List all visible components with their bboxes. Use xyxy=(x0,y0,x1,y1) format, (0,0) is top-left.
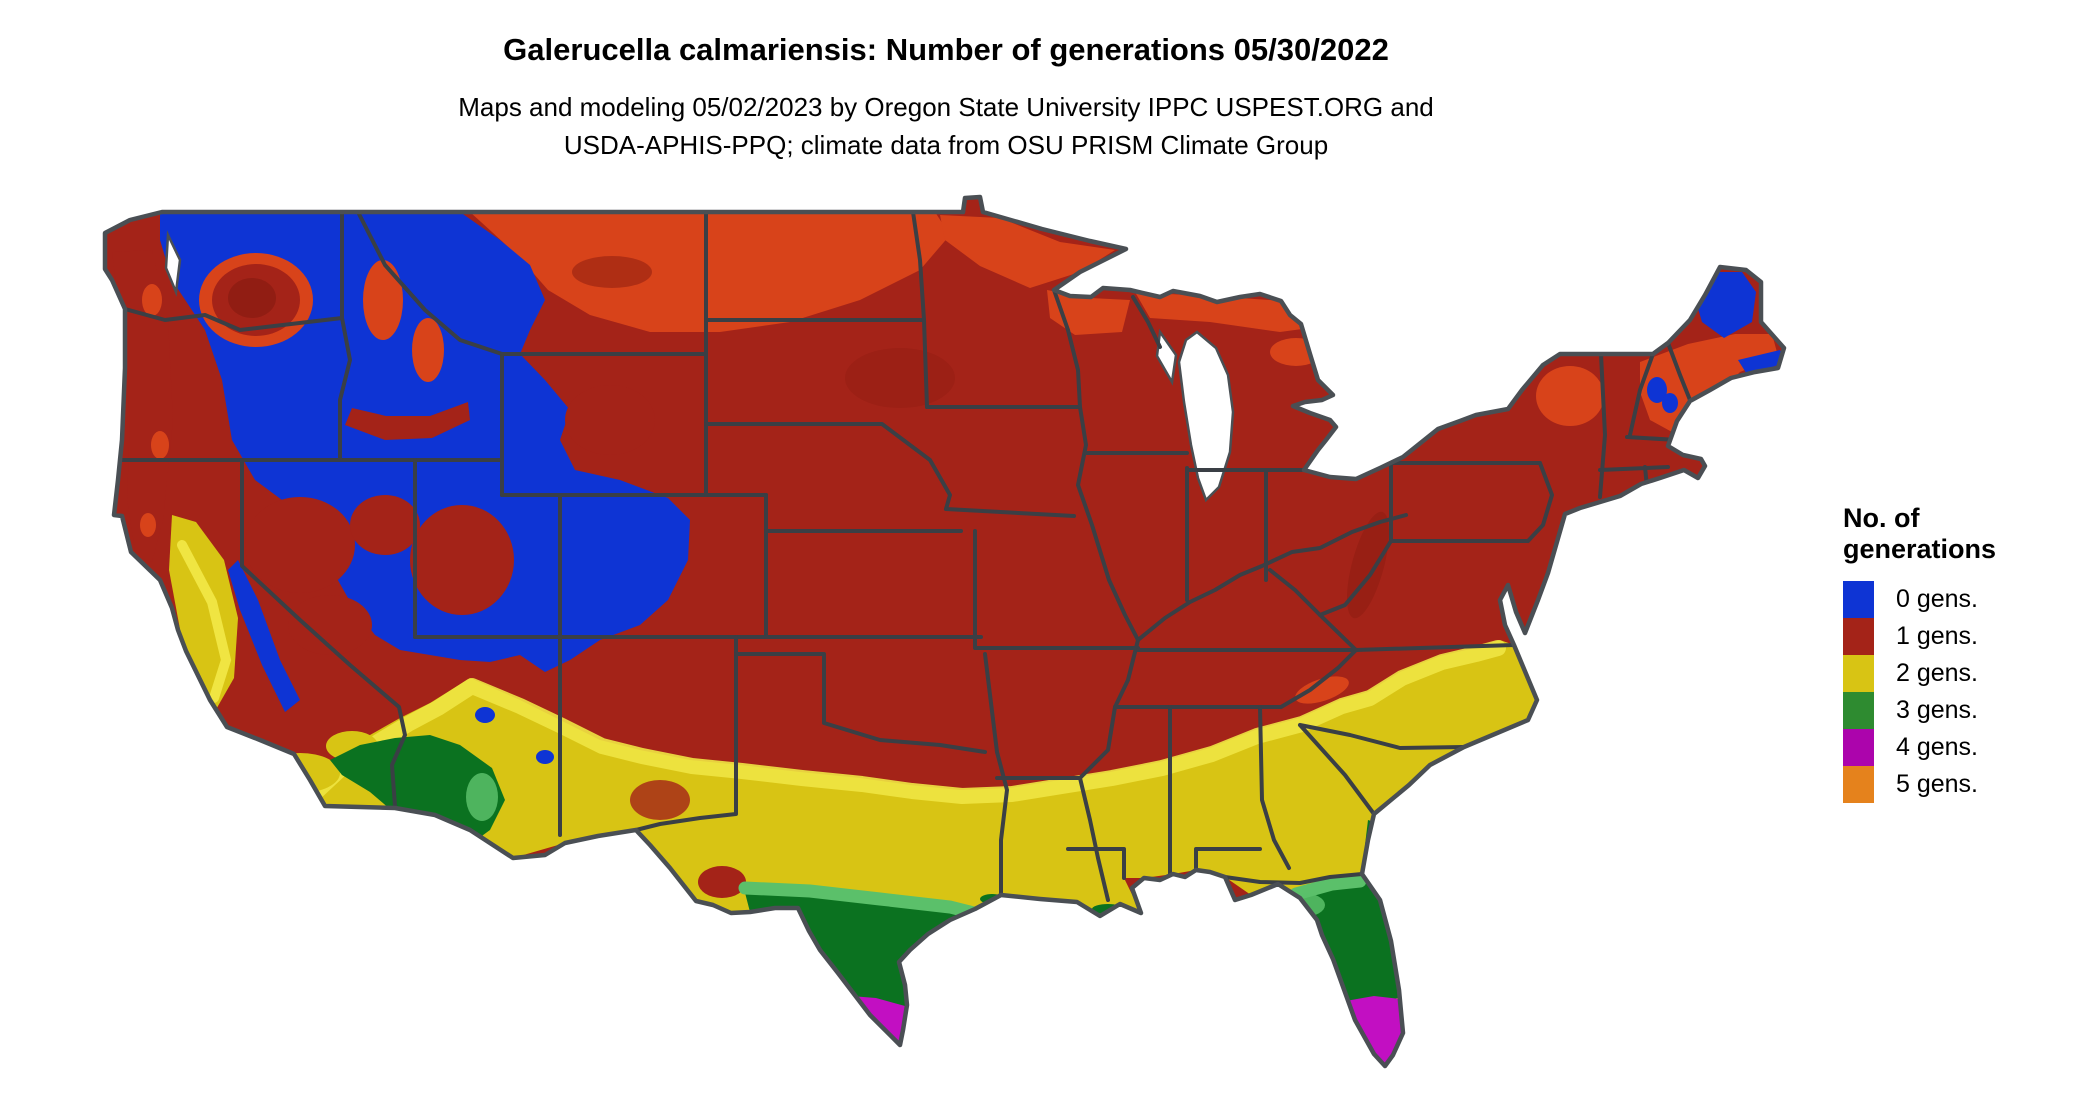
legend-label-3-gens: 3 gens. xyxy=(1896,696,1979,724)
legend-title: No. of generations xyxy=(1843,503,1996,565)
legend-label-4-gens: 4 gens. xyxy=(1896,733,1979,761)
legend-swatch-1-gens xyxy=(1843,618,1874,655)
legend-swatch-5-gens xyxy=(1843,766,1874,803)
legend-swatch-3-gens xyxy=(1843,692,1874,729)
legend-label-2-gens: 2 gens. xyxy=(1896,659,1979,687)
legend-item-2-gens: 2 gens. xyxy=(1843,655,1996,692)
legend-item-0-gens: 0 gens. xyxy=(1843,581,1996,618)
region-0-generations-sierra xyxy=(228,560,554,764)
legend-swatch-2-gens xyxy=(1843,655,1874,692)
state-borders xyxy=(120,210,1692,902)
legend-rows: 0 gens. 1 gens. 2 gens. 3 gens. 4 gens. … xyxy=(1843,581,1996,803)
legend-label-1-gens: 1 gens. xyxy=(1896,622,1979,650)
lake-michigan xyxy=(1155,328,1235,503)
region-3-generations xyxy=(330,735,1404,1045)
legend-item-5-gens: 5 gens. xyxy=(1843,766,1996,803)
legend-item-1-gens: 1 gens. xyxy=(1843,618,1996,655)
map-subtitle-line1: Maps and modeling 05/02/2023 by Oregon S… xyxy=(458,92,1434,122)
region-5-generations xyxy=(1383,1075,1399,1083)
conus-outline xyxy=(102,194,1787,1069)
legend-swatch-0-gens xyxy=(1843,581,1874,618)
legend-item-3-gens: 3 gens. xyxy=(1843,692,1996,729)
legend-swatch-4-gens xyxy=(1843,729,1874,766)
legend-item-4-gens: 4 gens. xyxy=(1843,729,1996,766)
puget-sound xyxy=(164,230,182,297)
legend-title-line1: No. of xyxy=(1843,503,1920,533)
legend: No. of generations 0 gens. 1 gens. 2 gen… xyxy=(1843,503,1996,803)
map-subtitle-line2: USDA-APHIS-PPQ; climate data from OSU PR… xyxy=(563,130,1329,160)
legend-title-line2: generations xyxy=(1843,534,1997,564)
region-4-generations xyxy=(838,995,1408,1066)
legend-label-0-gens: 0 gens. xyxy=(1896,585,1979,613)
map-title: Galerucella calmariensis: Number of gene… xyxy=(503,32,1389,67)
header: Galerucella calmariensis: Number of gene… xyxy=(346,30,1546,164)
region-2-generations-band xyxy=(310,640,1537,1066)
legend-label-5-gens: 5 gens. xyxy=(1896,770,1979,798)
map-subtitle: Maps and modeling 05/02/2023 by Oregon S… xyxy=(346,88,1546,164)
